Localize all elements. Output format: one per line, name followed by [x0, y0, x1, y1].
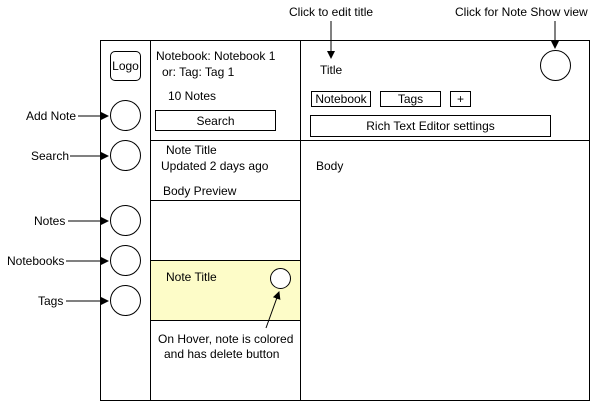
note-item-preview: Body Preview [163, 184, 237, 198]
hover-annotation-line-1: On Hover, note is colored [158, 332, 294, 346]
logo: Logo [110, 51, 141, 81]
add-note-button[interactable] [110, 100, 141, 131]
notebook-button[interactable]: Notebook [311, 91, 371, 107]
search-annotation: Search [31, 149, 70, 163]
tags-button[interactable] [110, 285, 141, 316]
search-button-circle[interactable] [110, 140, 141, 171]
note-divider-2 [150, 260, 300, 261]
notebook-filter-label: Notebook: Notebook 1 [156, 49, 276, 63]
delete-note-button[interactable] [270, 268, 291, 289]
tags-button-editor[interactable]: Tags [380, 91, 441, 107]
notebooks-annotation: Notebooks [7, 254, 65, 268]
add-note-annotation: Add Note [26, 109, 77, 123]
note-item-title: Note Title [166, 143, 217, 157]
note-divider-1 [150, 200, 300, 201]
note-count: 10 Notes [168, 89, 217, 103]
add-tag-button[interactable]: + [450, 91, 471, 107]
search-field[interactable]: Search [155, 110, 276, 131]
header-divider [150, 140, 590, 141]
sidebar-divider [150, 40, 151, 401]
notes-button[interactable] [110, 205, 141, 236]
edit-title-annotation: Click to edit title [289, 5, 374, 19]
tag-filter-label: or: Tag: Tag 1 [162, 65, 235, 79]
hover-annotation-line-2: and has delete button [164, 347, 280, 361]
note-body-editor[interactable]: Body [316, 159, 344, 173]
note-item-updated: Updated 2 days ago [161, 159, 269, 173]
note-show-annotation: Click for Note Show view [455, 5, 588, 19]
tags-annotation: Tags [38, 294, 64, 308]
rte-settings-bar[interactable]: Rich Text Editor settings [310, 115, 551, 137]
list-divider [300, 40, 301, 401]
note-divider-3 [150, 320, 300, 321]
notebooks-button[interactable] [110, 245, 141, 276]
note-show-button[interactable] [540, 50, 571, 81]
hovered-note-title: Note Title [166, 270, 217, 284]
note-title-field[interactable]: Title [320, 63, 343, 77]
notes-annotation: Notes [34, 214, 66, 228]
